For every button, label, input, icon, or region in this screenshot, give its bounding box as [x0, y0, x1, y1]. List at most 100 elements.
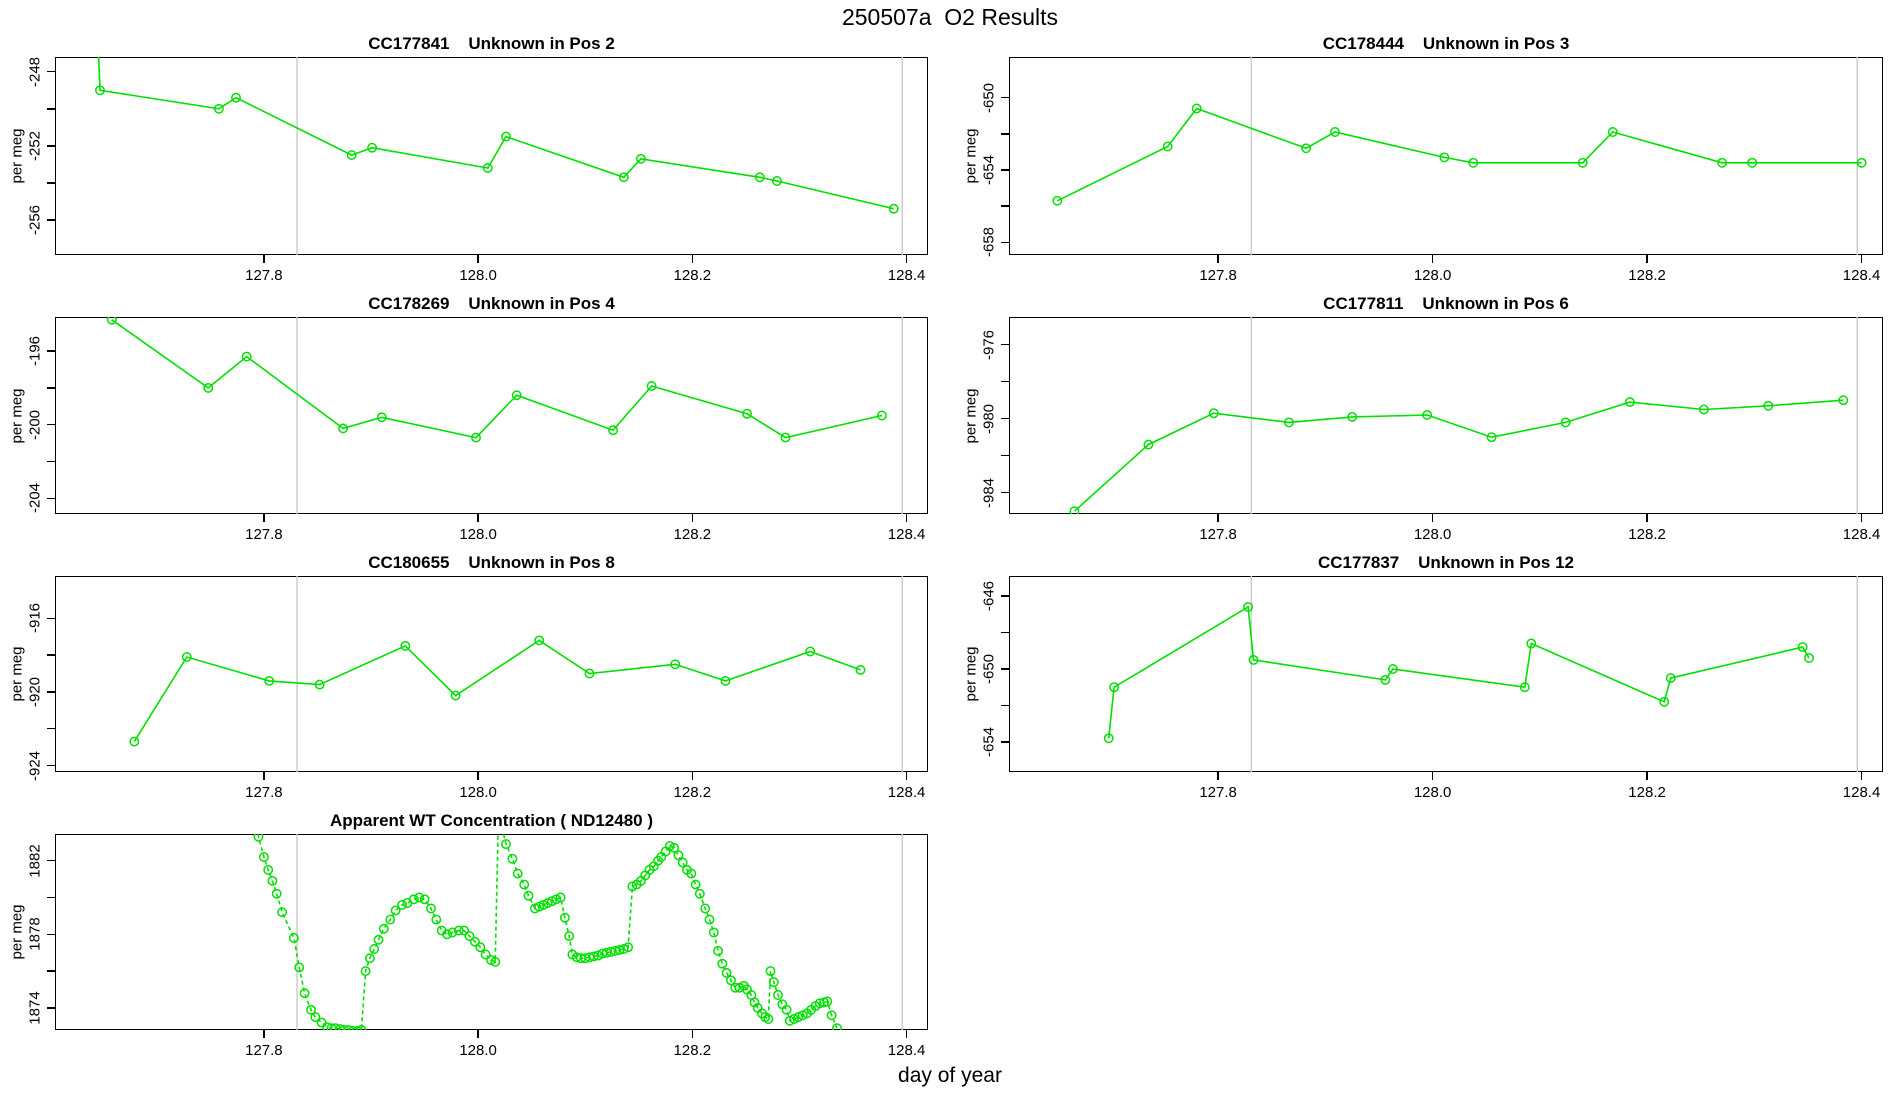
data-point-marker — [614, 944, 625, 955]
data-point-marker — [367, 142, 378, 153]
data-point-marker — [694, 888, 705, 899]
data-point-marker — [475, 942, 486, 953]
y-tick-mark — [1001, 631, 1009, 634]
y-tick-label: -976 — [980, 329, 998, 360]
data-point-marker — [1763, 400, 1774, 411]
data-point-marker — [1191, 103, 1202, 114]
data-point-marker — [1717, 157, 1728, 168]
x-tick-mark — [691, 514, 694, 522]
data-point-marker — [306, 1004, 316, 1015]
x-tick-label: 128.0 — [459, 784, 497, 801]
x-tick-label: 128.4 — [1842, 267, 1881, 284]
data-point-marker — [501, 839, 511, 850]
data-point-marker — [369, 944, 380, 954]
data-point-marker — [343, 1025, 354, 1030]
x-tick-mark — [477, 772, 479, 780]
data-point-marker — [203, 382, 214, 393]
data-point-marker — [1162, 141, 1173, 152]
y-tick-mark — [47, 728, 55, 730]
x-tick-label: 128.4 — [1842, 526, 1881, 543]
data-point-marker — [414, 892, 425, 903]
data-point-marker — [106, 317, 117, 325]
y-tick-label: -646 — [980, 581, 998, 612]
y-tick-mark — [47, 497, 55, 500]
data-point-marker — [310, 1012, 321, 1023]
y-axis-label: per meg — [8, 387, 26, 444]
data-point-marker — [364, 953, 375, 964]
data-line — [133, 639, 861, 743]
data-point-marker — [822, 996, 833, 1007]
data-point-marker — [1380, 674, 1391, 685]
data-point-marker — [564, 931, 575, 942]
y-tick-mark — [47, 1007, 55, 1009]
y-tick-mark — [1001, 668, 1009, 670]
plot-area — [1009, 576, 1883, 772]
data-point-marker — [713, 945, 724, 956]
y-tick-mark — [47, 460, 55, 463]
data-point-marker — [346, 150, 357, 161]
data-point-marker — [519, 879, 530, 890]
subplot-title: CC180655 Unknown in Pos 8 — [368, 553, 615, 572]
data-point-marker — [1330, 127, 1340, 137]
data-point-marker — [213, 103, 224, 114]
x-tick-label: 128.2 — [673, 267, 712, 284]
data-point-marker — [670, 659, 681, 670]
y-tick-mark — [47, 933, 55, 935]
subplot-title: CC178444 Unknown in Pos 3 — [1322, 34, 1570, 53]
y-axis-label: per meg — [8, 646, 26, 702]
x-tick-label: 128.4 — [887, 526, 926, 543]
x-tick-mark — [1431, 514, 1434, 522]
y-axis-label: per meg — [962, 387, 980, 444]
data-point-marker — [588, 951, 599, 962]
data-point-marker — [1347, 411, 1358, 422]
x-tick-label: 128.0 — [1413, 784, 1452, 801]
data-point-marker — [390, 905, 401, 916]
y-tick-mark — [1001, 133, 1009, 135]
plot-svg — [1103, 576, 1859, 772]
data-line — [1107, 605, 1810, 739]
y-tick-mark — [1001, 344, 1009, 346]
data-point-marker — [1243, 602, 1254, 612]
subplot-title: CC177841 Unknown in Pos 2 — [368, 34, 615, 53]
y-tick-mark — [47, 654, 55, 656]
data-line — [1073, 399, 1844, 512]
y-tick-label: -196 — [26, 336, 44, 367]
y-tick-mark — [47, 764, 55, 767]
y-tick-mark — [47, 387, 55, 389]
data-point-marker — [1052, 195, 1063, 206]
y-tick-mark — [47, 896, 55, 899]
y-tick-mark — [1001, 381, 1009, 383]
x-tick-label: 128.2 — [673, 1042, 712, 1059]
x-tick-label: 127.8 — [245, 267, 283, 284]
data-point-marker — [490, 956, 501, 967]
x-tick-mark — [263, 1030, 265, 1038]
x-tick-label: 127.8 — [245, 1042, 283, 1059]
y-tick-mark — [47, 182, 55, 184]
y-tick-label: -920 — [26, 676, 44, 707]
data-point-marker — [271, 888, 282, 899]
y-tick-mark — [1001, 455, 1009, 457]
data-point-marker — [635, 153, 646, 164]
x-tick-mark — [263, 514, 265, 522]
y-tick-label: -658 — [980, 227, 998, 258]
data-point-marker — [1143, 439, 1154, 450]
data-point-marker — [704, 914, 715, 925]
data-point-marker — [1665, 673, 1676, 684]
data-point-marker — [742, 408, 752, 419]
data-point-marker — [469, 936, 480, 947]
data-point-marker — [876, 410, 887, 421]
data-point-marker — [1804, 653, 1814, 663]
y-tick-mark — [47, 424, 55, 426]
subplot-title: CC178269 Unknown in Pos 4 — [368, 294, 615, 313]
data-point-marker — [1698, 404, 1709, 415]
x-tick-mark — [1646, 514, 1648, 522]
data-point-marker — [181, 652, 192, 662]
data-point-marker — [646, 381, 657, 391]
data-point-marker — [511, 390, 522, 401]
data-point-marker — [241, 351, 252, 362]
data-point-marker — [1468, 157, 1479, 168]
x-tick-mark — [263, 772, 265, 780]
data-point-marker — [408, 894, 419, 905]
data-point-marker — [749, 997, 760, 1008]
data-point-marker — [534, 635, 545, 646]
